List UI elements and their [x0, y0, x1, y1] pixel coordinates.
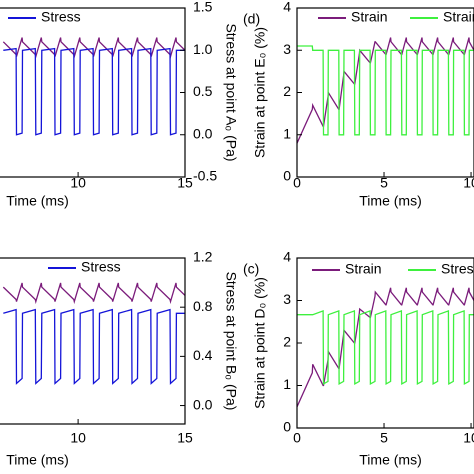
y-axis-label: Strain at point D₀ (%)	[252, 277, 268, 409]
x-tick-label: 0	[293, 430, 301, 446]
series-line	[2, 37, 185, 60]
y2-tick-label: 0.4	[193, 347, 213, 363]
y2-tick-label: 1.5	[193, 0, 213, 15]
x-tick-label: 5	[380, 175, 388, 191]
y-tick-label: 4	[283, 0, 291, 15]
x-tick-label: 10	[463, 175, 474, 191]
y2-tick-label: 1.0	[193, 41, 213, 57]
y2-tick-label: 0.8	[193, 298, 213, 314]
legend-label: Stress	[441, 261, 474, 277]
y2-tick-label: 0.0	[193, 396, 213, 412]
y-tick-label: 0	[283, 419, 291, 435]
legend-label: Stress	[41, 9, 81, 25]
legend-label: Strain	[345, 261, 382, 277]
y2-tick-label: 1.2	[193, 249, 213, 265]
x-tick-label: 15	[177, 175, 193, 191]
plot-frame	[0, 257, 186, 425]
series-line	[3, 308, 185, 385]
series-line	[297, 309, 474, 386]
y2-axis-label: Stress at point A₀ (Pa)	[223, 23, 239, 161]
x-tick-label: 5	[380, 430, 388, 446]
y-tick-label: 1	[283, 125, 291, 141]
y-tick-label: 4	[283, 249, 291, 265]
legend-label: Stress	[81, 259, 121, 275]
x-axis-label: Time (ms)	[359, 452, 421, 468]
legend-label: Strain	[351, 9, 388, 25]
x-tick-label: 15	[177, 430, 193, 446]
series-line	[2, 282, 185, 305]
y2-tick-label: 0.0	[193, 125, 213, 141]
y-tick-label: 3	[283, 291, 291, 307]
x-axis-label: Time (ms)	[359, 193, 421, 209]
y-axis-label: Strain at point E₀ (%)	[252, 27, 268, 158]
panel-label: (d)	[243, 11, 260, 27]
y2-axis-label: Stress at point B₀ (Pa)	[223, 272, 239, 411]
legend-label: Strain	[443, 9, 474, 25]
x-tick-label: 10	[463, 430, 474, 446]
y-tick-label: 1	[283, 376, 291, 392]
y2-tick-label: -0.5	[193, 168, 217, 184]
y2-tick-label: 0.5	[193, 83, 213, 99]
x-axis-label: Time (ms)	[6, 193, 68, 209]
x-tick-label: 10	[70, 175, 86, 191]
y-tick-label: 2	[283, 334, 291, 350]
y-tick-label: 0	[283, 168, 291, 184]
x-tick-label: 10	[70, 430, 86, 446]
y-tick-label: 2	[283, 83, 291, 99]
y-tick-label: 3	[283, 41, 291, 57]
panel-label: (c)	[243, 261, 259, 277]
series-line	[297, 45, 474, 136]
series-line	[3, 47, 185, 136]
x-axis-label: Time (ms)	[6, 452, 68, 468]
x-tick-label: 0	[293, 175, 301, 191]
